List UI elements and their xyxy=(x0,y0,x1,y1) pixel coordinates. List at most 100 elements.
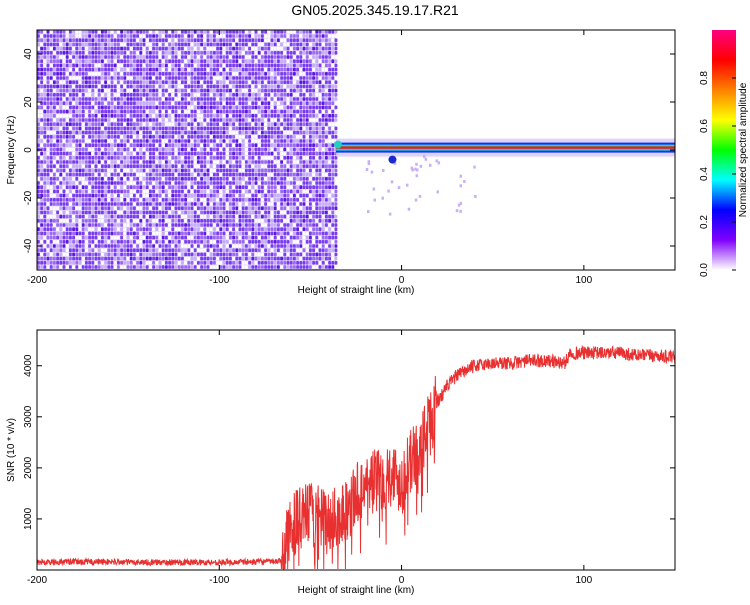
noise-dot xyxy=(273,261,277,265)
noise-dot xyxy=(161,93,165,97)
noise-dot xyxy=(49,252,53,257)
noise-dot xyxy=(232,46,235,51)
noise-dot xyxy=(85,143,88,147)
noise-dot xyxy=(184,223,187,227)
noise-dot xyxy=(107,248,111,252)
noise-dot xyxy=(117,156,120,160)
noise-dot xyxy=(49,147,53,152)
noise-dot xyxy=(168,256,171,261)
noise-dot xyxy=(184,256,187,261)
noise-dot xyxy=(158,164,162,168)
noise-dot xyxy=(94,219,98,223)
noise-dot xyxy=(94,76,98,80)
noise-dot xyxy=(261,126,264,131)
noise-dot xyxy=(181,248,184,252)
noise-dot xyxy=(104,126,107,131)
noise-dot xyxy=(264,143,267,147)
noise-dot xyxy=(165,185,168,189)
noise-dot xyxy=(145,172,149,177)
noise-dot xyxy=(65,118,69,122)
noise-dot xyxy=(101,105,104,110)
noise-dot xyxy=(136,248,139,252)
noise-dot xyxy=(171,42,175,47)
noise-dot xyxy=(107,156,111,160)
noise-dot xyxy=(117,210,120,215)
noise-dot xyxy=(251,105,255,110)
noise-dot xyxy=(49,193,53,198)
noise-dot xyxy=(225,105,229,110)
noise-dot xyxy=(267,63,271,68)
noise-dot xyxy=(257,42,261,47)
noise-dot xyxy=(219,202,223,206)
noise-dot xyxy=(181,109,184,114)
noise-dot xyxy=(193,84,197,89)
noise-dot xyxy=(248,164,251,168)
noise-dot xyxy=(69,235,72,240)
noise-dot xyxy=(37,164,40,168)
noise-dot xyxy=(302,223,306,227)
noise-dot xyxy=(94,118,98,122)
noise-dot xyxy=(65,122,69,126)
noise-dot xyxy=(161,59,165,63)
noise-dot xyxy=(245,202,248,206)
noise-dot xyxy=(123,223,127,227)
noise-dot xyxy=(209,231,213,236)
noise-dot xyxy=(91,214,95,219)
noise-dot xyxy=(251,55,255,59)
noise-dot xyxy=(248,80,251,84)
noise-dot xyxy=(139,114,143,118)
noise-dot xyxy=(184,198,187,202)
noise-dot xyxy=(257,181,261,185)
noise-dot xyxy=(206,256,210,261)
noise-dot xyxy=(254,51,258,55)
noise-dot xyxy=(277,172,280,177)
noise-dot xyxy=(59,256,63,261)
noise-dot xyxy=(273,109,277,114)
noise-dot xyxy=(62,109,66,114)
noise-dot xyxy=(235,214,239,219)
noise-dot xyxy=(59,248,63,252)
noise-dot xyxy=(190,34,194,38)
noise-dot xyxy=(149,88,152,93)
noise-dot xyxy=(293,118,296,122)
noise-dot xyxy=(174,189,178,194)
noise-dot xyxy=(65,256,69,261)
noise-dot xyxy=(219,88,223,93)
noise-dot xyxy=(248,160,251,164)
noise-dot xyxy=(43,126,47,131)
noise-dot xyxy=(286,151,290,156)
noise-dot xyxy=(232,67,235,72)
noise-dot xyxy=(216,59,219,63)
noise-dot xyxy=(81,198,85,202)
noise-dot xyxy=(72,59,75,63)
noise-dot xyxy=(187,160,191,164)
noise-dot xyxy=(133,76,136,80)
noise-dot xyxy=(69,206,72,210)
noise-dot xyxy=(235,185,239,189)
noise-dot xyxy=(152,55,155,59)
noise-dot xyxy=(206,72,210,76)
noise-dot xyxy=(91,76,95,80)
noise-dot xyxy=(85,248,88,252)
noise-dot xyxy=(171,181,175,185)
noise-dot xyxy=(197,130,200,135)
noise-dot xyxy=(222,55,226,59)
noise-dot xyxy=(302,193,306,198)
noise-dot xyxy=(280,38,283,42)
noise-dot xyxy=(184,139,187,143)
noise-dot xyxy=(91,206,95,210)
noise-dot xyxy=(46,42,50,47)
noise-dot xyxy=(53,227,56,231)
noise-dot xyxy=(149,34,152,38)
noise-dot xyxy=(37,93,40,97)
noise-dot xyxy=(277,80,280,84)
noise-dot xyxy=(59,97,63,101)
noise-dot xyxy=(158,101,162,105)
noise-dot xyxy=(309,261,312,265)
noise-dot xyxy=(139,84,143,89)
noise-dot xyxy=(65,219,69,223)
noise-dot xyxy=(49,248,53,252)
noise-dot xyxy=(104,67,107,72)
noise-dot xyxy=(49,63,53,68)
noise-dot xyxy=(177,177,181,181)
